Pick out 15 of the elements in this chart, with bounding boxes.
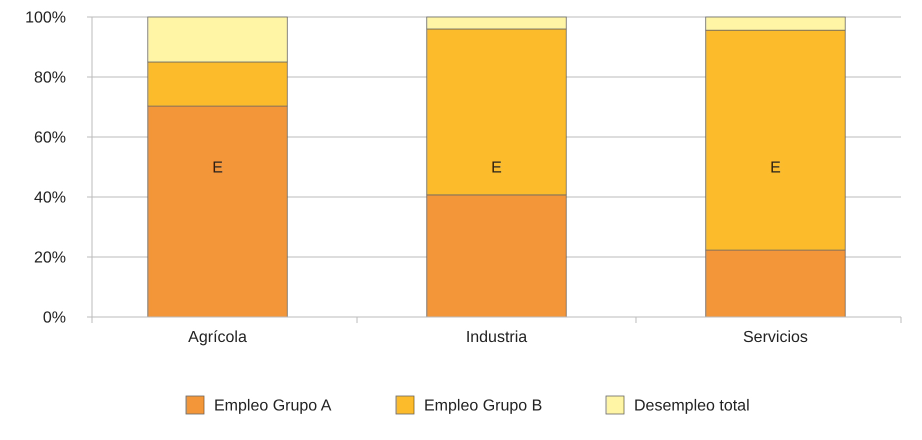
legend-label: Empleo Grupo A: [214, 398, 332, 415]
y-tick-label: 20%: [34, 250, 66, 267]
x-tick-label: Industria: [466, 329, 528, 346]
y-tick-label: 40%: [34, 190, 66, 207]
y-tick-label: 60%: [34, 130, 66, 147]
y-tick-label: 100%: [25, 10, 66, 27]
x-tick-label: Servicios: [743, 329, 808, 346]
y-tick-label: 80%: [34, 70, 66, 87]
y-tick-label: 0%: [42, 310, 66, 327]
legend-label: Desempleo total: [634, 398, 750, 415]
annotation: E: [491, 160, 502, 177]
annotation: E: [770, 160, 781, 177]
legend-label: Empleo Grupo B: [424, 398, 542, 415]
annotation: E: [212, 160, 223, 177]
x-tick-label: Agrícola: [188, 329, 247, 346]
